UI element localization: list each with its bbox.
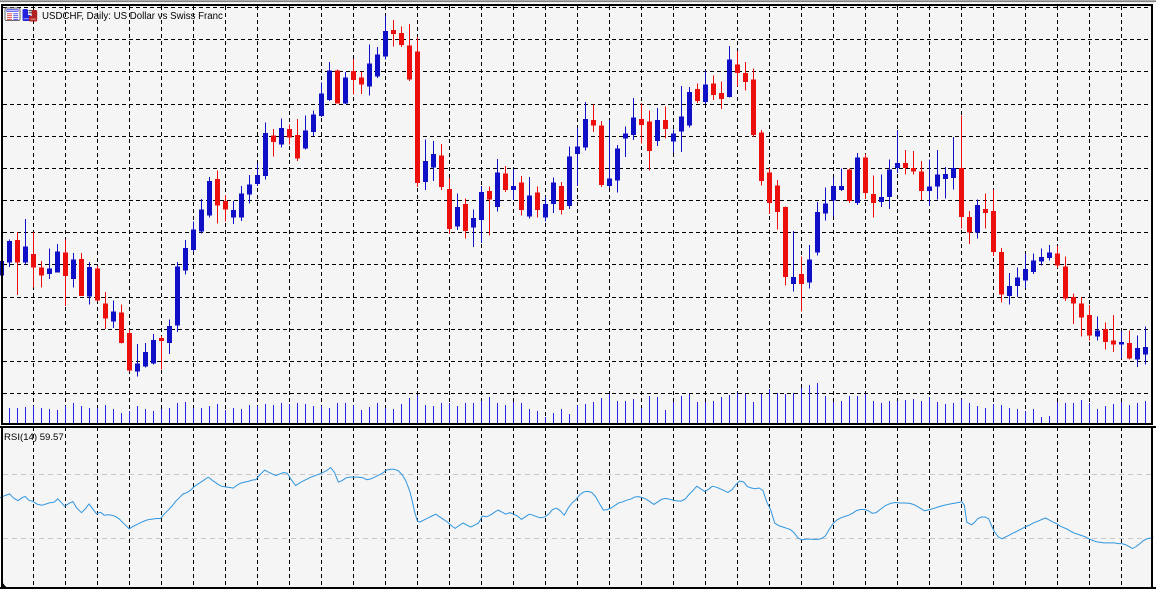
svg-text:RSI(14) 59.57: RSI(14) 59.57 bbox=[4, 432, 64, 443]
svg-text:USDCHF, Daily: US Dollar vs S: USDCHF, Daily: US Dollar vs Swiss Franc bbox=[42, 11, 223, 22]
